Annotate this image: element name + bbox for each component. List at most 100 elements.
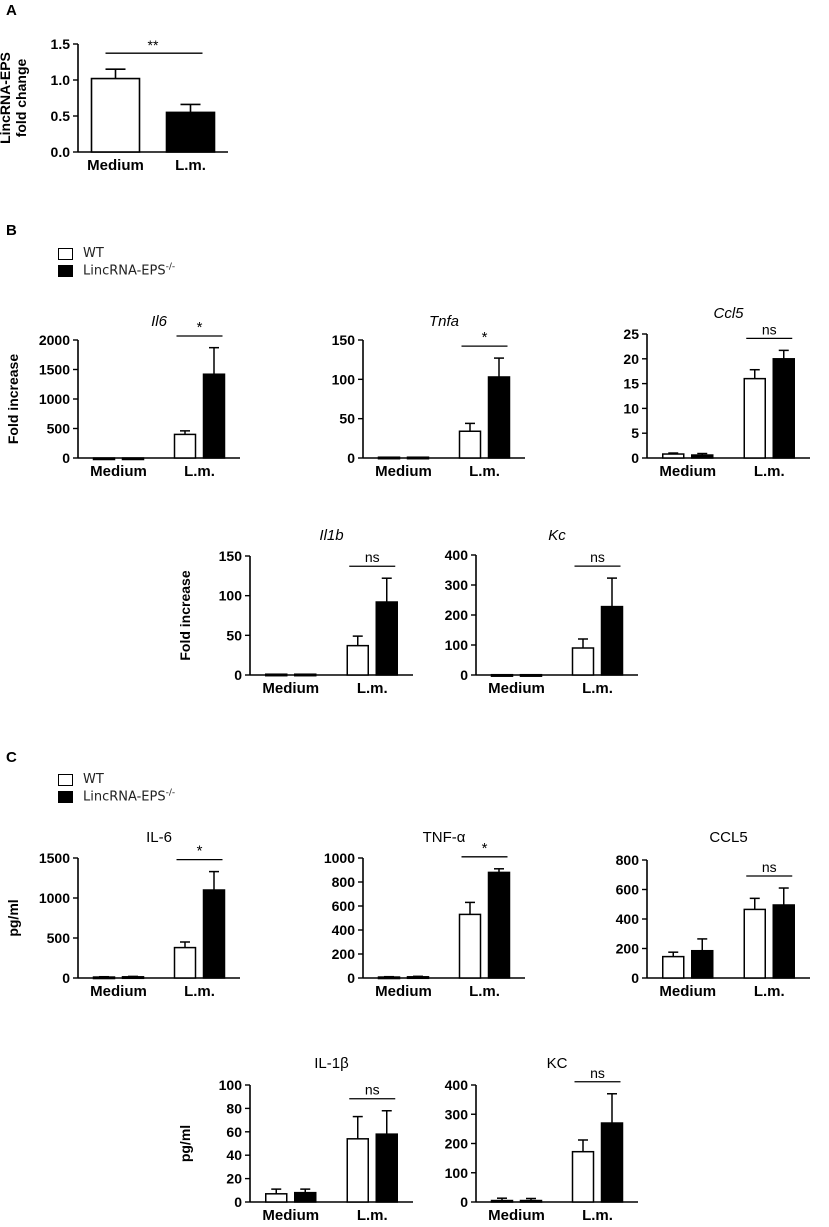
significance-label: *: [197, 319, 203, 336]
y-tick-label: 0: [347, 450, 355, 466]
chart-title: Il6: [151, 313, 168, 330]
bar-wt: [662, 453, 685, 459]
legend-swatch-ko: [58, 264, 73, 277]
bar-ko: [202, 373, 226, 459]
category-label: Medium: [90, 983, 147, 1000]
significance-label: ns: [365, 1082, 380, 1098]
y-axis-label: pg/ml: [177, 1125, 193, 1162]
legend-label-ko: LincRNA-EPS-/-: [83, 788, 175, 804]
bar-wt: [458, 430, 482, 459]
bar-ko: [519, 673, 543, 677]
bar-ko: [600, 1122, 624, 1203]
y-tick-label: 1500: [39, 850, 70, 866]
legend-item-wt: WT: [58, 771, 175, 788]
y-axis-label: Fold increase: [5, 354, 21, 444]
bar-wt: [458, 913, 482, 979]
category-label: Medium: [375, 983, 432, 1000]
bar-wt: [571, 1150, 595, 1203]
chart-title: Ccl5: [713, 305, 744, 322]
y-tick-label: 1.0: [51, 72, 71, 88]
chart-title: Kc: [548, 527, 566, 544]
bar-wt: [662, 955, 685, 979]
bar: [90, 77, 141, 153]
y-tick-label: 0: [62, 970, 70, 986]
y-tick-label: 1500: [39, 362, 70, 378]
y-tick-label: 1000: [324, 850, 355, 866]
bar-wt: [377, 456, 401, 460]
category-label: L.m.: [184, 463, 215, 480]
bar-ko: [487, 871, 511, 979]
y-tick-label: 200: [616, 941, 640, 957]
y-tick-label: 150: [332, 332, 356, 348]
significance-label: ns: [762, 321, 777, 337]
y-tick-label: 200: [332, 946, 356, 962]
category-label: L.m.: [754, 463, 785, 480]
legend-swatch-ko: [58, 790, 73, 803]
legend-item-ko: LincRNA-EPS-/-: [58, 262, 175, 279]
y-tick-label: 1000: [39, 391, 70, 407]
legend-label-ko-text: LincRNA-EPS: [83, 789, 166, 805]
legend-label-ko: LincRNA-EPS-/-: [83, 262, 175, 278]
y-tick-label: 2000: [39, 332, 70, 348]
y-tick-label: 1.5: [51, 36, 71, 52]
bar-ko: [487, 376, 511, 459]
bar-wt: [173, 433, 197, 459]
chart-c4: 0 20 40 60 80 100 pg/ml IL-1β Medium L.m. ns: [177, 1055, 413, 1224]
y-tick-label: 100: [219, 588, 243, 604]
category-label: Medium: [659, 463, 716, 480]
chart-b1: 0 500 1000 1500 2000 Fold increase Il6 Medium L.…: [5, 313, 240, 480]
bar: [165, 111, 216, 153]
y-tick-label: 0.0: [51, 144, 71, 160]
y-tick-label: 100: [445, 1165, 469, 1181]
y-tick-label: 15: [623, 376, 639, 392]
legend-item-wt: WT: [58, 245, 175, 262]
y-tick-label: 100: [445, 637, 469, 653]
bar-ko: [691, 949, 714, 979]
chart-title: IL-1β: [314, 1055, 349, 1072]
y-tick-label: 200: [445, 1136, 469, 1152]
y-tick-label: 800: [332, 874, 356, 890]
y-tick-label: 0: [460, 1194, 468, 1210]
chart-title: CCL5: [709, 829, 747, 846]
bar-wt: [490, 673, 514, 677]
bar-ko: [406, 456, 430, 460]
bar-wt: [346, 1138, 369, 1203]
significance-label: **: [148, 37, 159, 53]
category-label: L.m.: [175, 157, 206, 174]
bar-ko: [202, 889, 226, 979]
chart-title: Tnfa: [429, 313, 459, 330]
significance-label: *: [482, 329, 488, 346]
y-axis-label: Fold increase: [177, 570, 193, 660]
bar-ko: [375, 601, 398, 676]
chart-title: TNF-α: [423, 829, 466, 846]
bar-wt: [346, 644, 369, 676]
bar-ko: [691, 454, 714, 459]
chart-c1: 0 500 1000 1500 pg/ml IL-6 Medium L.m. *: [5, 829, 240, 1000]
y-tick-label: 400: [445, 1077, 469, 1093]
category-label: L.m.: [582, 1207, 613, 1224]
category-label: Medium: [375, 463, 432, 480]
category-label: L.m.: [754, 983, 785, 1000]
y-tick-label: 10: [623, 400, 639, 416]
category-label: Medium: [488, 680, 545, 697]
bar-wt: [571, 647, 595, 676]
y-tick-label: 100: [219, 1077, 243, 1093]
chart-a: 0.0 0.5 1.0 1.5 LincRNA-EPS fold change Medium…: [0, 36, 228, 174]
chart-b3: 0 5 10 15 20 25 Ccl5 Medium L.m. ns: [623, 305, 810, 480]
bar-ko: [294, 673, 317, 677]
bar-wt: [265, 673, 288, 677]
y-tick-label: 0: [234, 1194, 242, 1210]
y-tick-label: 600: [616, 882, 640, 898]
bar-wt: [265, 1193, 288, 1203]
chart-title: IL-6: [146, 829, 172, 846]
category-label: Medium: [87, 157, 144, 174]
y-tick-label: 300: [445, 577, 469, 593]
y-tick-label: 20: [623, 351, 639, 367]
category-label: L.m.: [184, 983, 215, 1000]
legend-swatch-wt: [58, 247, 73, 260]
legend-label-wt: WT: [83, 246, 104, 261]
significance-label: ns: [365, 549, 380, 565]
y-axis-label: fold change: [13, 59, 29, 138]
category-label: Medium: [262, 680, 319, 697]
